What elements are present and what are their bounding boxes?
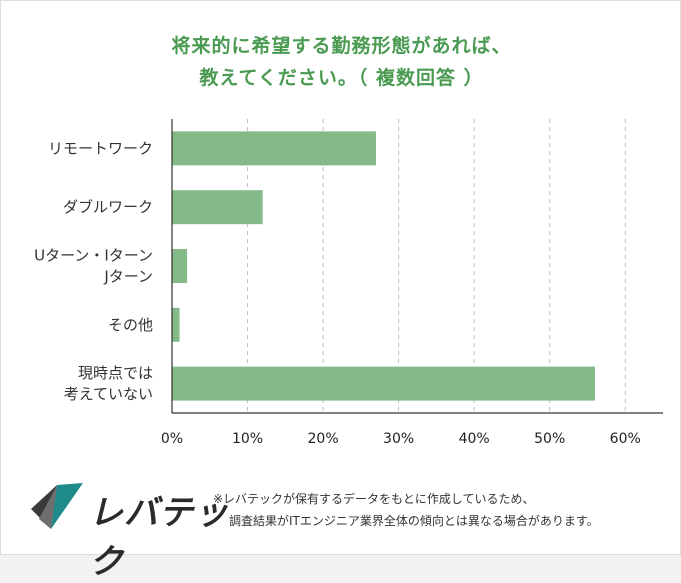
category-label-0-0: リモートワーク [48,139,153,157]
levtech-logo: レバテック [29,479,239,582]
footnote-line-2: 調査結果がITエンジニア業界全体の傾向とは異なる場合があります。 [229,514,599,528]
category-label-4-0: 現時点では [78,364,153,382]
bar-0 [172,131,376,166]
chart-title-line-2: 教えてください。（ 複数回答 ） [199,67,484,89]
bar-4 [172,366,596,401]
x-tick-label-60: 60% [610,431,641,447]
category-label-4-1: 考えていない [64,385,153,403]
category-label-1-0: ダブルワーク [63,198,153,216]
category-label-2-1: Jターン [103,268,153,286]
x-tick-label-20: 20% [308,431,339,447]
x-tick-label-0: 0% [161,431,183,447]
x-tick-label-30: 30% [383,431,414,447]
x-tick-label-40: 40% [459,431,490,447]
bar-2 [172,249,188,283]
category-label-2-0: Uターン・Iターン [34,247,153,265]
levtech-logo-mark-icon [31,483,83,529]
chart-title-line-1: 将来的に希望する勤務形態があれば、 [171,35,512,57]
x-tick-label-50: 50% [534,431,565,447]
footnote-line-1: ※レバテックが保有するデータをもとに作成しているため、 [213,492,535,506]
bar-3 [172,307,180,342]
category-label-3-0: その他 [108,316,153,334]
x-tick-label-10: 10% [232,431,263,447]
bar-1 [172,190,263,225]
footnote: ※レバテックが保有するデータをもとに作成しているため、 調査結果がITエンジニア… [213,488,673,532]
